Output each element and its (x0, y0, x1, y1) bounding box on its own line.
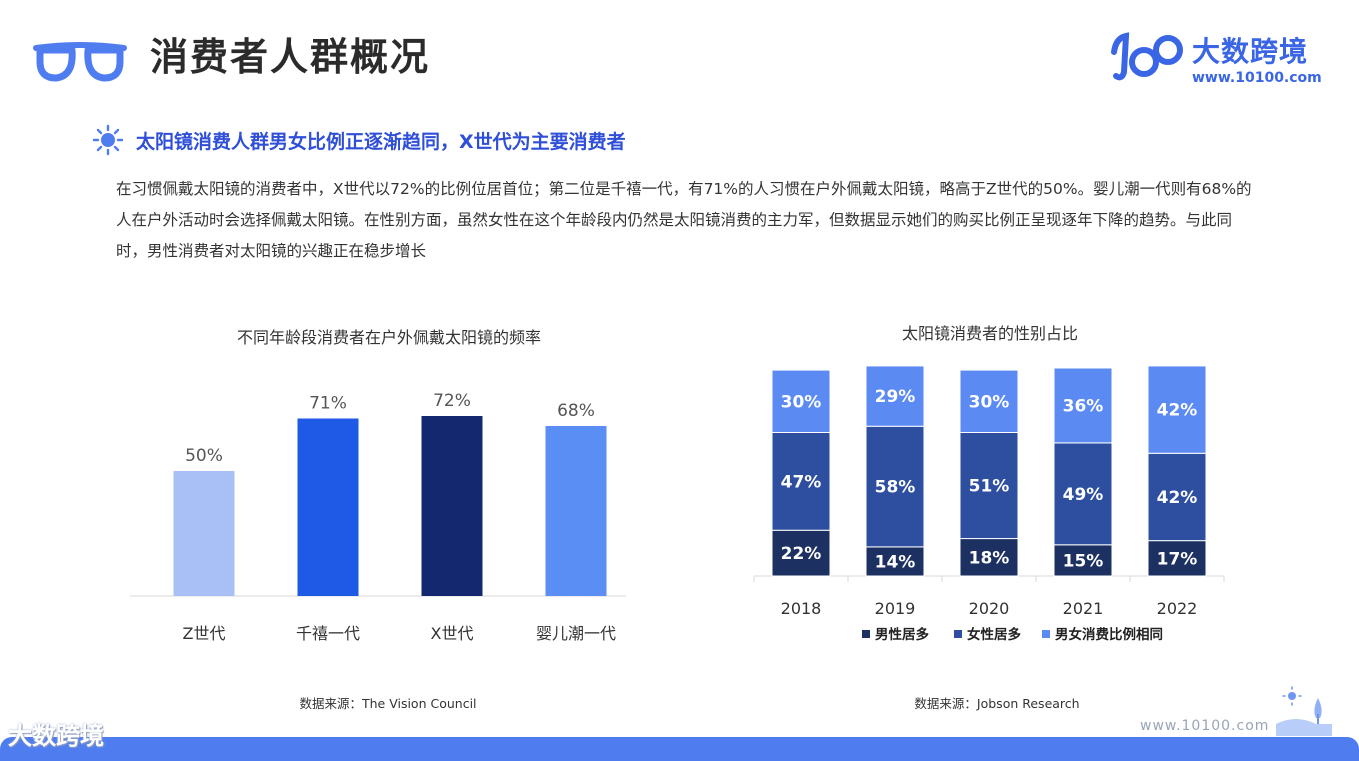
chart2-bar-segment (959, 538, 1019, 577)
chart2-data-label: 14% (875, 552, 916, 572)
footer-watermark: 大数跨境 (8, 722, 104, 750)
chart2-data-label: 29% (875, 387, 916, 407)
chart2-bar-segment (1053, 367, 1113, 444)
chart1-source: 数据来源：The Vision Council (299, 696, 477, 711)
chart2-data-label: 42% (1157, 401, 1198, 421)
brand-url: www.10100.com (1192, 70, 1322, 86)
chart1-data-label: 50% (185, 446, 223, 466)
chart2-category-label: 2022 (1157, 599, 1198, 618)
chart1-data-label: 68% (557, 401, 595, 421)
chart2-category-label: 2019 (875, 599, 916, 618)
age-group-bar-chart: 50% Z世代 71% 千禧一代 72% X世代 68% 婴儿潮一代 (130, 391, 626, 643)
brand-logo[interactable]: 大数跨境 www.10100.com (1108, 30, 1328, 94)
chart2-category-label: 2018 (781, 599, 822, 618)
chart2-legend-swatch (1042, 630, 1050, 638)
chart2-legend-swatch (954, 630, 962, 638)
chart2-data-label: 42% (1157, 488, 1198, 508)
chart1-category-label: Z世代 (183, 624, 226, 643)
footer-url[interactable]: www.10100.com (1140, 718, 1270, 734)
chart2-bar-segment (865, 365, 925, 427)
chart1-bar (173, 471, 235, 596)
chart2-data-label: 47% (781, 472, 822, 492)
section-body-text: 在习惯佩戴太阳镜的消费者中，X世代以72%的比例位居首位；第二位是千禧一代，有7… (116, 180, 1252, 260)
chart1-category-label: X世代 (431, 624, 474, 643)
chart2-data-label: 18% (969, 548, 1010, 568)
chart2-title: 太阳镜消费者的性别占比 (901, 324, 1079, 343)
chart2-data-label: 49% (1063, 485, 1104, 505)
chart2-legend-label: 男女消费比例相同 (1055, 626, 1163, 643)
logo-mark-icon (1111, 32, 1183, 81)
sun-icon (92, 124, 124, 156)
chart1-bar (545, 426, 607, 596)
chart1-category-label: 婴儿潮一代 (536, 624, 616, 643)
chart2-bar-segment (1053, 544, 1113, 577)
glasses-icon (33, 42, 127, 82)
gender-stacked-bar-chart: 22% 47% 30% 2018 14% 58% 29% 2019 18% 51% 30% 2020 1… (753, 365, 1225, 643)
footer-band (0, 737, 1359, 761)
chart2-legend-label: 男性居多 (875, 626, 929, 643)
chart2-data-label: 15% (1063, 551, 1104, 571)
chart1-title: 不同年龄段消费者在户外佩戴太阳镜的频率 (236, 328, 542, 347)
chart2-data-label: 58% (875, 478, 916, 498)
brand-name: 大数跨境 (1192, 35, 1309, 68)
chart2-bar-segment (959, 369, 1019, 433)
chart2-legend-label: 女性居多 (967, 626, 1021, 643)
chart2-legend-swatch (862, 630, 870, 638)
chart2-bar-segment (1147, 540, 1207, 577)
chart2-data-label: 51% (969, 477, 1010, 497)
chart2-data-label: 22% (781, 544, 822, 564)
chart2-bar-segment (1053, 442, 1113, 546)
chart1-data-label: 71% (309, 394, 347, 414)
page-title: 消费者人群概况 (150, 35, 431, 79)
chart1-category-label: 千禧一代 (296, 624, 360, 643)
chart2-data-label: 30% (781, 392, 822, 412)
chart2-category-label: 2021 (1063, 599, 1104, 618)
chart1-bar (421, 416, 483, 596)
chart2-data-label: 17% (1157, 549, 1198, 569)
chart2-data-label: 36% (1063, 396, 1104, 416)
chart1-bar (297, 418, 359, 596)
chart2-bar-segment (1147, 452, 1207, 542)
chart2-bar-segment (771, 529, 831, 577)
chart2-bar-segment (959, 431, 1019, 540)
section-subtitle: 太阳镜消费人群男女比例正逐渐趋同，X世代为主要消费者 (136, 131, 626, 153)
chart2-source: 数据来源：Jobson Research (914, 696, 1080, 711)
chart2-bar-segment (771, 369, 831, 433)
landscape-deco-icon (1276, 686, 1332, 736)
chart2-category-label: 2020 (969, 599, 1010, 618)
chart2-bar-segment (1147, 365, 1207, 454)
chart2-bar-segment (865, 425, 925, 548)
chart2-data-label: 30% (969, 392, 1010, 412)
chart1-data-label: 72% (433, 391, 471, 411)
